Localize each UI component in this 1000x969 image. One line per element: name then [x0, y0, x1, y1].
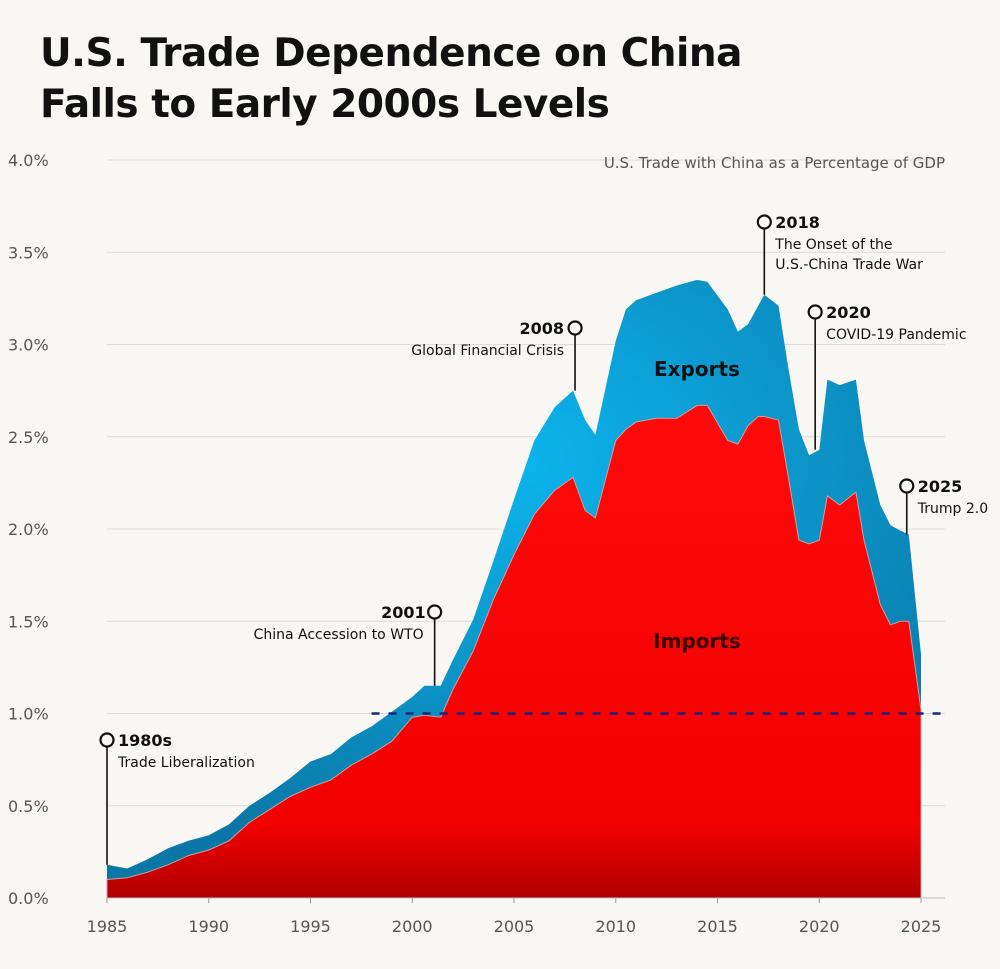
- y-tick-label: 2.5%: [8, 428, 49, 447]
- annotation-marker: [567, 320, 583, 336]
- y-tick-label: 0.5%: [8, 797, 49, 816]
- annotation-marker: [427, 604, 443, 620]
- y-tick-label: 0.0%: [8, 889, 49, 908]
- annotation-text-line2: U.S.-China Trade War: [775, 257, 923, 273]
- y-tick-label: 1.0%: [8, 705, 49, 724]
- annotation-text: COVID-19 Pandemic: [826, 327, 966, 343]
- x-tick-label: 2005: [494, 917, 535, 936]
- y-tick-label: 2.0%: [8, 520, 49, 539]
- chart-title: U.S. Trade Dependence on China Falls to …: [40, 28, 743, 130]
- x-tick-label: 1990: [188, 917, 229, 936]
- series-label-exports: Exports: [654, 357, 740, 381]
- annotation-marker: [756, 214, 772, 230]
- x-tick-label: 1995: [290, 917, 331, 936]
- annotation-marker: [99, 732, 115, 748]
- annotation-text: Global Financial Crisis: [411, 343, 564, 359]
- annotation-year: 2018: [775, 213, 820, 232]
- annotation-year: 1980s: [118, 731, 172, 750]
- y-tick-label: 4.0%: [8, 151, 49, 170]
- x-tick-label: 2010: [595, 917, 636, 936]
- annotation-1980s: 1980s Trade Liberalization: [99, 731, 255, 865]
- annotation-2001: 2001 China Accession to WTO: [254, 603, 443, 686]
- imports-area: [106, 404, 922, 899]
- annotation-2008: 2008 Global Financial Crisis: [411, 319, 583, 391]
- annotation-marker: [899, 478, 915, 494]
- title-line-1: U.S. Trade Dependence on China: [40, 31, 743, 76]
- annotation-2018: 2018 The Onset of the U.S.-China Trade War: [756, 213, 923, 295]
- series-label-imports: Imports: [653, 629, 741, 653]
- annotation-year: 2008: [520, 319, 565, 338]
- annotation-year: 2025: [918, 477, 963, 496]
- x-tick-label: 2000: [392, 917, 433, 936]
- annotation-text: The Onset of the: [774, 237, 892, 253]
- x-tick-label: 2020: [799, 917, 840, 936]
- annotation-text: Trump 2.0: [917, 501, 988, 517]
- y-tick-label: 3.5%: [8, 243, 49, 262]
- title-line-2: Falls to Early 2000s Levels: [40, 82, 610, 127]
- x-tick-label: 2015: [697, 917, 738, 936]
- y-tick-label: 3.0%: [8, 336, 49, 355]
- annotation-year: 2001: [381, 603, 426, 622]
- annotation-marker: [807, 304, 823, 320]
- x-tick-label: 2025: [901, 917, 942, 936]
- annotation-text: China Accession to WTO: [254, 627, 424, 643]
- annotation-year: 2020: [826, 303, 871, 322]
- x-tick-label: 1985: [87, 917, 128, 936]
- chart-subtitle: U.S. Trade with China as a Percentage of…: [604, 154, 945, 172]
- y-tick-label: 1.5%: [8, 612, 49, 631]
- annotation-text: Trade Liberalization: [117, 755, 255, 771]
- annotation-2020: 2020 COVID-19 Pandemic: [807, 303, 967, 450]
- annotation-2025: 2025 Trump 2.0: [899, 477, 988, 535]
